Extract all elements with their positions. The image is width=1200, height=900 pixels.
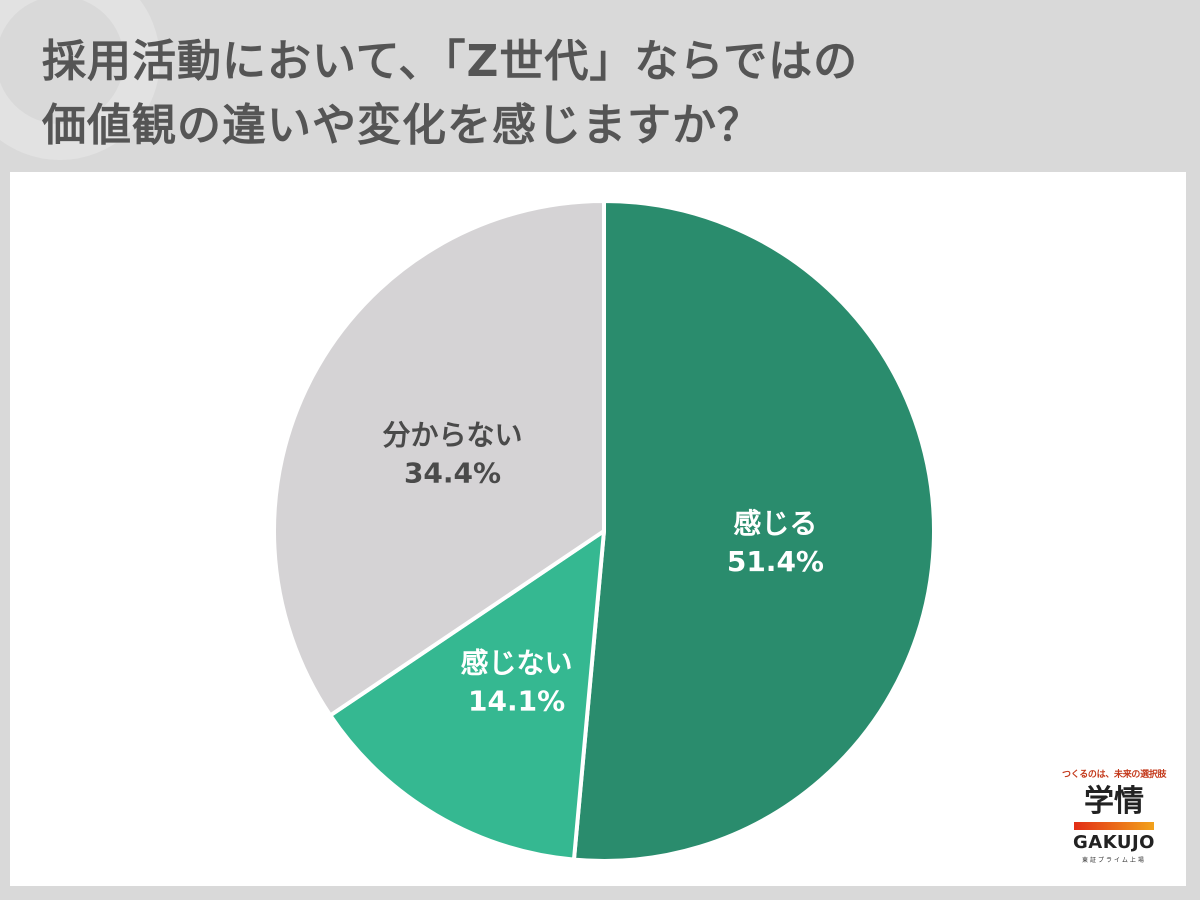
gakujo-logo: つくるのは、未来の選択肢 学情 GAKUJO 東証プライム上場 bbox=[1062, 765, 1167, 877]
logo-accent-bar bbox=[1074, 822, 1154, 830]
slice-value-kanjiru: 51.4% bbox=[727, 545, 824, 578]
title-line-1: 採用活動において、「Z世代」ならではの bbox=[42, 36, 859, 87]
pie-slice-wakaranai bbox=[272, 199, 606, 718]
slice-value-wakaranai: 34.4% bbox=[404, 456, 501, 489]
page-title: 採用活動において、「Z世代」ならではの 価値観の違いや変化を感じますか？ bbox=[42, 30, 1162, 158]
logo-tagline: つくるのは、未来の選択肢 bbox=[1062, 770, 1167, 780]
pie-slice-kanjinai bbox=[328, 529, 606, 862]
pie-slice-kanjiru bbox=[571, 199, 936, 863]
logo-name-en: GAKUJO bbox=[1073, 832, 1155, 853]
slice-value-kanjinai: 14.1% bbox=[468, 685, 565, 718]
chart-panel: 感じる 51.4% 感じない 14.1% 分からない 34.4% bbox=[10, 172, 1186, 886]
slice-label-wakaranai: 分からない bbox=[383, 418, 523, 451]
logo-name: 学情 bbox=[1084, 784, 1144, 819]
title-line-2: 価値観の違いや変化を感じますか？ bbox=[42, 100, 762, 151]
logo-subtitle: 東証プライム上場 bbox=[1082, 857, 1146, 864]
slice-label-kanjinai: 感じない bbox=[461, 647, 573, 680]
pie-chart: 感じる 51.4% 感じない 14.1% 分からない 34.4% bbox=[272, 199, 936, 863]
slice-label-kanjiru: 感じる bbox=[733, 507, 817, 540]
